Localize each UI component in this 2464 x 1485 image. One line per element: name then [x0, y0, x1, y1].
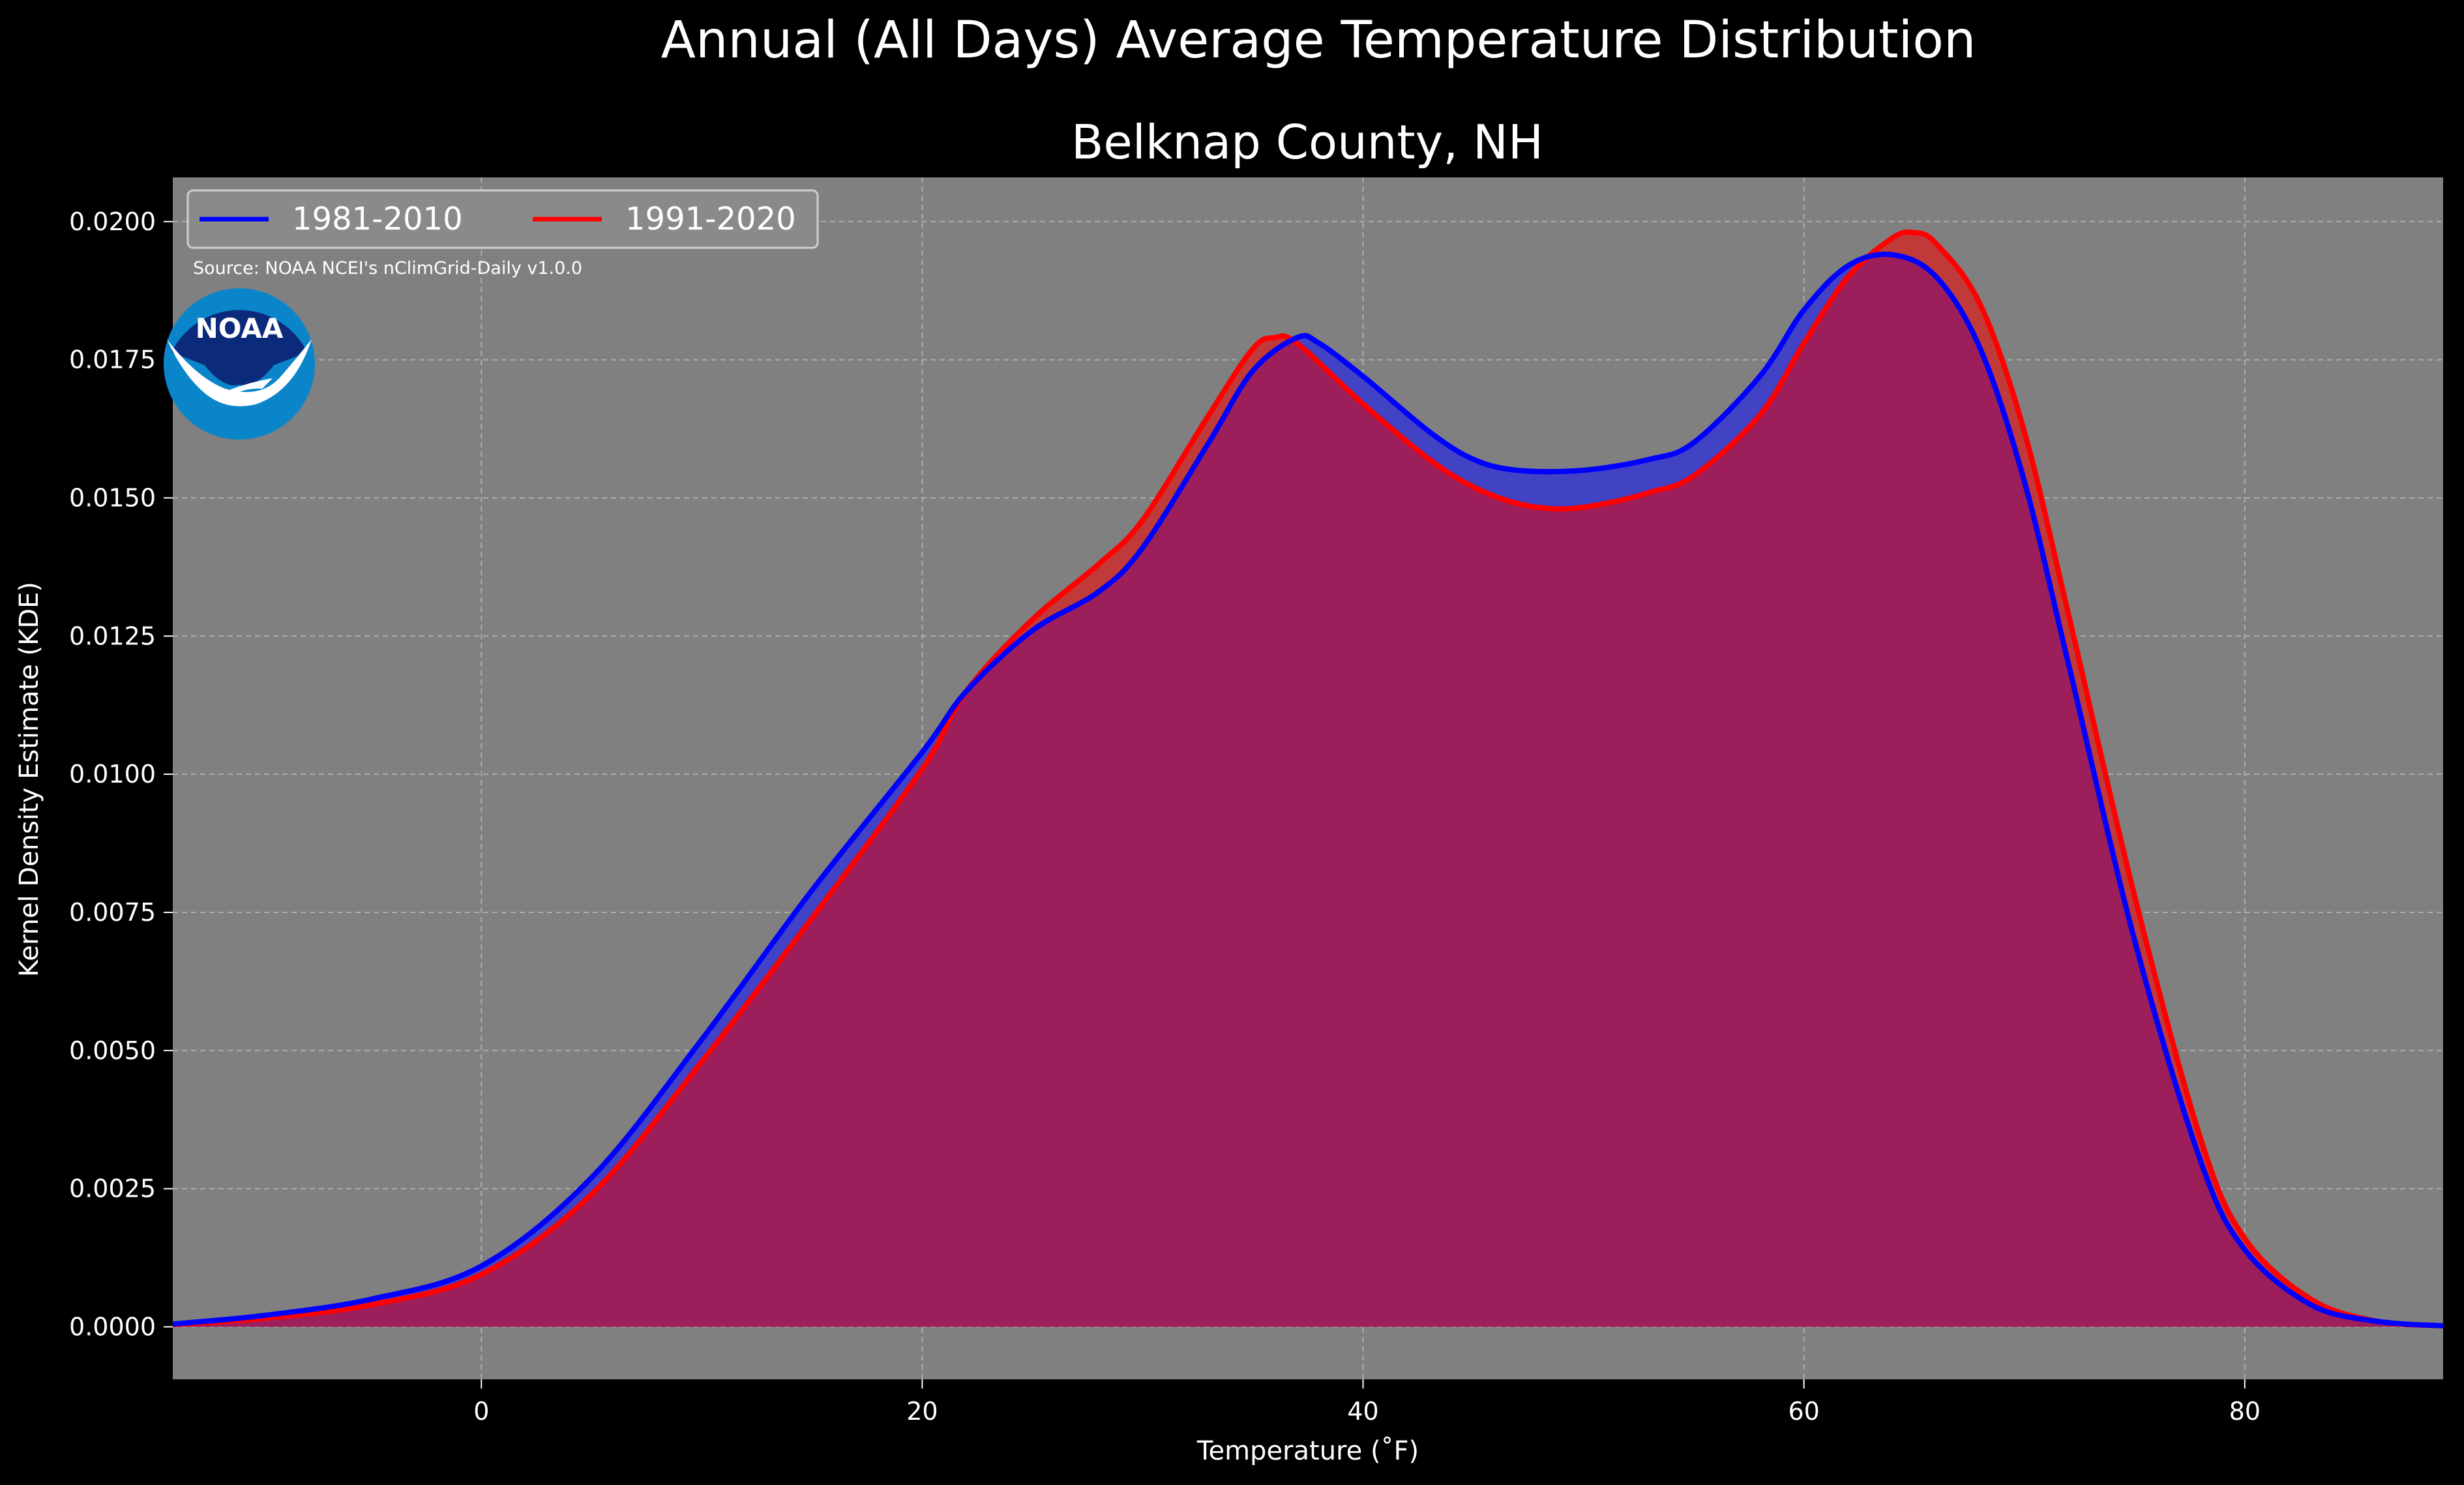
y-tick-label: 0.0100: [69, 760, 156, 788]
noaa-logo-text: NOAA: [196, 312, 284, 344]
y-tick-label: 0.0200: [69, 207, 156, 236]
area-overlap: [173, 254, 2443, 1327]
x-axis-label: Temperature (˚F): [1196, 1436, 1419, 1466]
y-tick-label: 0.0025: [69, 1175, 156, 1203]
legend-label-1981-2010: 1981-2010: [292, 201, 463, 237]
legend-label-1991-2020: 1991-2020: [625, 201, 796, 237]
y-tick-label: 0.0150: [69, 483, 156, 512]
x-tick-label: 60: [1788, 1397, 1819, 1426]
series-line-top-1991-2020: [172, 229, 2444, 1328]
noaa-logo: NOAA: [164, 288, 315, 440]
chart-title: Annual (All Days) Average Temperature Di…: [661, 11, 1976, 70]
legend: 1981-2010 1991-2020: [186, 189, 819, 249]
y-tick-label: 0.0050: [69, 1036, 156, 1065]
series-layer: [172, 229, 2444, 1328]
source-note: Source: NOAA NCEI's nClimGrid-Daily v1.0…: [193, 258, 582, 278]
y-tick-label: 0.0075: [69, 898, 156, 927]
x-tick-label: 20: [906, 1397, 938, 1426]
y-tick-label: 0.0175: [69, 346, 156, 374]
x-tick-label: 0: [473, 1397, 489, 1426]
chart-subtitle: Belknap County, NH: [1071, 115, 1543, 170]
axis-layer: 0 20 40 60 80 0.0000 0.0025 0.0050 0.0075 0.0100 0…: [69, 207, 2261, 1426]
x-tick-label: 80: [2229, 1397, 2261, 1426]
noaa-logo-bird: [167, 339, 312, 406]
y-tick-label: 0.0125: [69, 622, 156, 650]
legend-box: [186, 189, 819, 249]
noaa-logo-top: [171, 310, 307, 385]
y-axis-label: Kernel Density Estimate (KDE): [14, 582, 44, 977]
y-tick-label: 0.0000: [69, 1313, 156, 1342]
series-line-top-1981-2010: [172, 251, 2444, 1328]
x-tick-label: 40: [1347, 1397, 1378, 1426]
noaa-logo-wing: [218, 378, 273, 399]
